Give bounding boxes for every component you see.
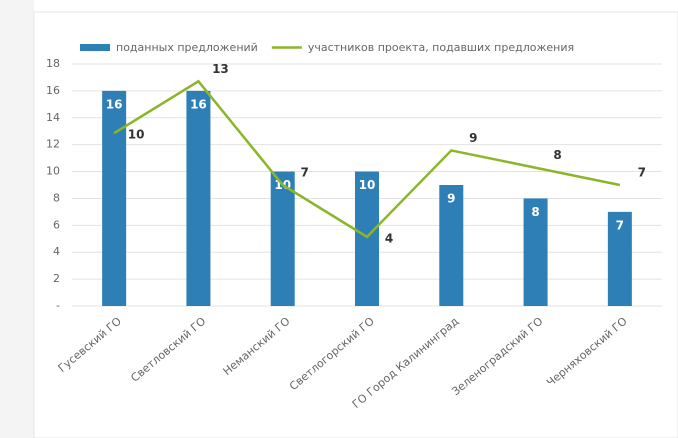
y-tick-label: 4 [53, 245, 60, 258]
y-tick-label: 6 [53, 218, 60, 231]
bar-value-label: 9 [447, 192, 455, 206]
line-value-label: 10 [128, 128, 145, 142]
line-value-label: 9 [469, 131, 477, 145]
y-tick-label: 16 [46, 84, 60, 97]
bar [607, 211, 632, 306]
side-strip [0, 0, 34, 438]
bar-value-label: 7 [616, 218, 624, 232]
legend-label: участников проекта, подавших предложения [308, 41, 574, 54]
legend-label: поданных предложений [116, 41, 258, 54]
bar-value-label: 16 [106, 97, 123, 111]
y-tick-label: 12 [46, 138, 60, 151]
bar [186, 90, 211, 306]
y-tick-label: 18 [46, 57, 60, 70]
bar [270, 171, 295, 306]
line-value-label: 7 [638, 166, 646, 180]
line-value-label: 13 [212, 62, 229, 76]
line-value-label: 8 [553, 148, 561, 162]
bar [523, 198, 548, 306]
bar [102, 90, 127, 306]
bar [355, 171, 379, 306]
bar [439, 185, 464, 306]
legend-swatch [80, 44, 110, 51]
y-tick-label: 14 [46, 111, 60, 124]
line-value-label: 4 [385, 231, 393, 245]
y-tick-label: 8 [53, 191, 60, 204]
line-value-label: 7 [301, 166, 309, 180]
bar-value-label: 8 [531, 205, 539, 219]
bar-value-label: 16 [190, 97, 207, 111]
line [113, 79, 621, 239]
bar-value-label: 10 [359, 178, 376, 192]
y-tick-label: 2 [53, 272, 60, 285]
y-tick-label: 10 [46, 165, 60, 178]
y-tick-label: - [56, 299, 60, 312]
